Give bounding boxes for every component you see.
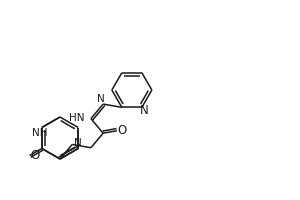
Text: O: O [117, 124, 127, 137]
Text: NH: NH [32, 128, 48, 138]
Text: N: N [140, 104, 148, 117]
Text: HN: HN [69, 113, 85, 123]
Text: N: N [97, 94, 105, 104]
Text: O: O [30, 149, 39, 162]
Text: N: N [74, 138, 82, 148]
